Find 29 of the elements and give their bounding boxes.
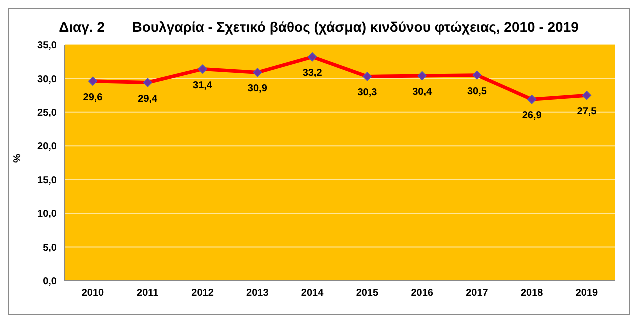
data-label: 31,4 [193, 80, 213, 92]
data-label: 30,4 [412, 87, 432, 98]
x-tick-label: 2017 [466, 288, 489, 300]
x-tick-label: 2019 [576, 288, 599, 300]
y-tick-label: 10,0 [38, 209, 58, 220]
x-tick-label: 2018 [520, 288, 544, 300]
y-tick-label: 25,0 [38, 108, 58, 119]
data-label: 29,6 [83, 92, 104, 104]
y-tick-label: 20,0 [38, 142, 58, 153]
data-label: 30,3 [358, 88, 378, 99]
data-label: 33,2 [302, 68, 323, 80]
y-tick-label: 30,0 [38, 74, 58, 86]
y-tick-label: 15,0 [38, 175, 58, 186]
x-tick-label: 2016 [411, 288, 434, 300]
data-label: 30,9 [248, 84, 268, 95]
x-tick-label: 2013 [246, 288, 270, 300]
x-tick-label: 2011 [137, 288, 160, 300]
data-label: 30,5 [467, 86, 488, 98]
data-label: 26,9 [522, 110, 542, 122]
data-label: 29,4 [138, 94, 158, 105]
x-tick-label: 2015 [356, 288, 380, 300]
y-tick-label: 0,0 [43, 276, 58, 288]
y-axis-title: % [12, 154, 24, 163]
x-tick-label: 2010 [82, 288, 105, 300]
y-tick-label: 35,0 [38, 40, 58, 52]
x-tick-label: 2014 [301, 288, 324, 300]
y-tick-label: 5,0 [43, 242, 58, 254]
chart-title: Διαγ. 2 Βουλγαρία - Σχετικό βάθος (χάσμα) κινδύνου φτώχειας, 2010 - 2019 [58, 19, 580, 35]
x-tick-label: 2012 [192, 288, 214, 300]
